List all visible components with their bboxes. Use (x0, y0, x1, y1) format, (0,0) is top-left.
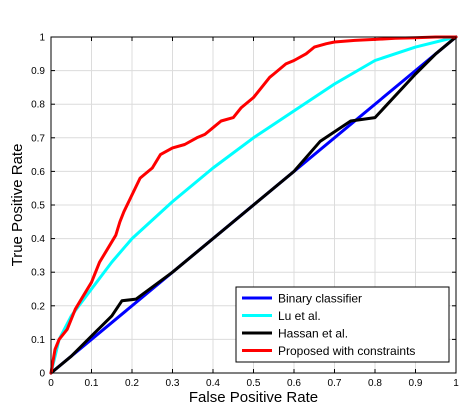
y-tick-label: 0.3 (31, 268, 45, 279)
series-line-proposed-with-constraints (49, 35, 458, 375)
x-tick-label: 0 (48, 378, 54, 389)
x-tick-label: 0.3 (166, 378, 180, 389)
y-tick-label: 0.2 (31, 301, 45, 312)
y-tick-label: 0 (39, 369, 45, 380)
y-tick-label: 0.7 (31, 133, 45, 144)
x-tick-label: 0.1 (85, 378, 99, 389)
y-tick-label: 0.8 (31, 100, 45, 111)
x-tick-label: 0.4 (206, 378, 220, 389)
series-line-hassan-et-al (49, 35, 458, 375)
x-tick-label: 0.9 (409, 378, 423, 389)
y-tick-label: 0.4 (31, 234, 45, 245)
axis-ticks: 0 0.1 0.2 0.3 0.4 0.5 0.6 0.7 0.8 0.9 1 0 0.1 0.2 0.3 0… (31, 33, 459, 390)
legend-label: Proposed with constraints (278, 344, 415, 358)
legend-label: Hassan et al. (278, 327, 348, 341)
x-tick-label: 1 (453, 378, 459, 389)
y-tick-label: 1 (39, 33, 45, 44)
x-tick-label: 0.7 (328, 378, 342, 389)
y-axis-label: True Positive Rate (9, 144, 26, 267)
y-tick-label: 0.5 (31, 201, 45, 212)
x-tick-label: 0.2 (125, 378, 139, 389)
legend-label: Lu et al. (278, 309, 321, 323)
legend-label: Binary classifier (278, 292, 362, 306)
plot-frame (50, 36, 457, 374)
series-lines (49, 35, 458, 375)
legend: Binary classifier Lu et al. Hassan et al. P… (235, 286, 450, 363)
x-axis-label: False Positive Rate (189, 389, 318, 406)
y-tick-label: 0.9 (31, 66, 45, 77)
x-tick-label: 0.6 (287, 378, 301, 389)
y-tick-label: 0.1 (31, 335, 45, 346)
x-tick-label: 0.8 (368, 378, 382, 389)
x-tick-label: 0.5 (247, 378, 261, 389)
y-tick-label: 0.6 (31, 167, 45, 178)
